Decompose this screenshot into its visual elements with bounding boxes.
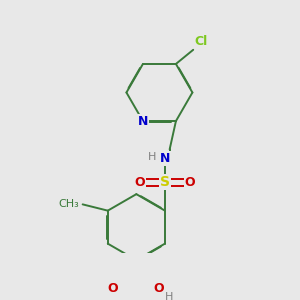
Text: N: N: [160, 152, 170, 165]
Text: S: S: [160, 176, 170, 189]
Text: Cl: Cl: [195, 35, 208, 48]
Text: CH₃: CH₃: [59, 200, 80, 209]
Text: O: O: [154, 282, 164, 295]
Text: O: O: [107, 282, 118, 295]
Text: H: H: [165, 292, 173, 300]
Text: O: O: [185, 176, 195, 189]
Text: H: H: [148, 152, 157, 162]
Text: N: N: [138, 115, 148, 128]
Text: O: O: [134, 176, 145, 189]
